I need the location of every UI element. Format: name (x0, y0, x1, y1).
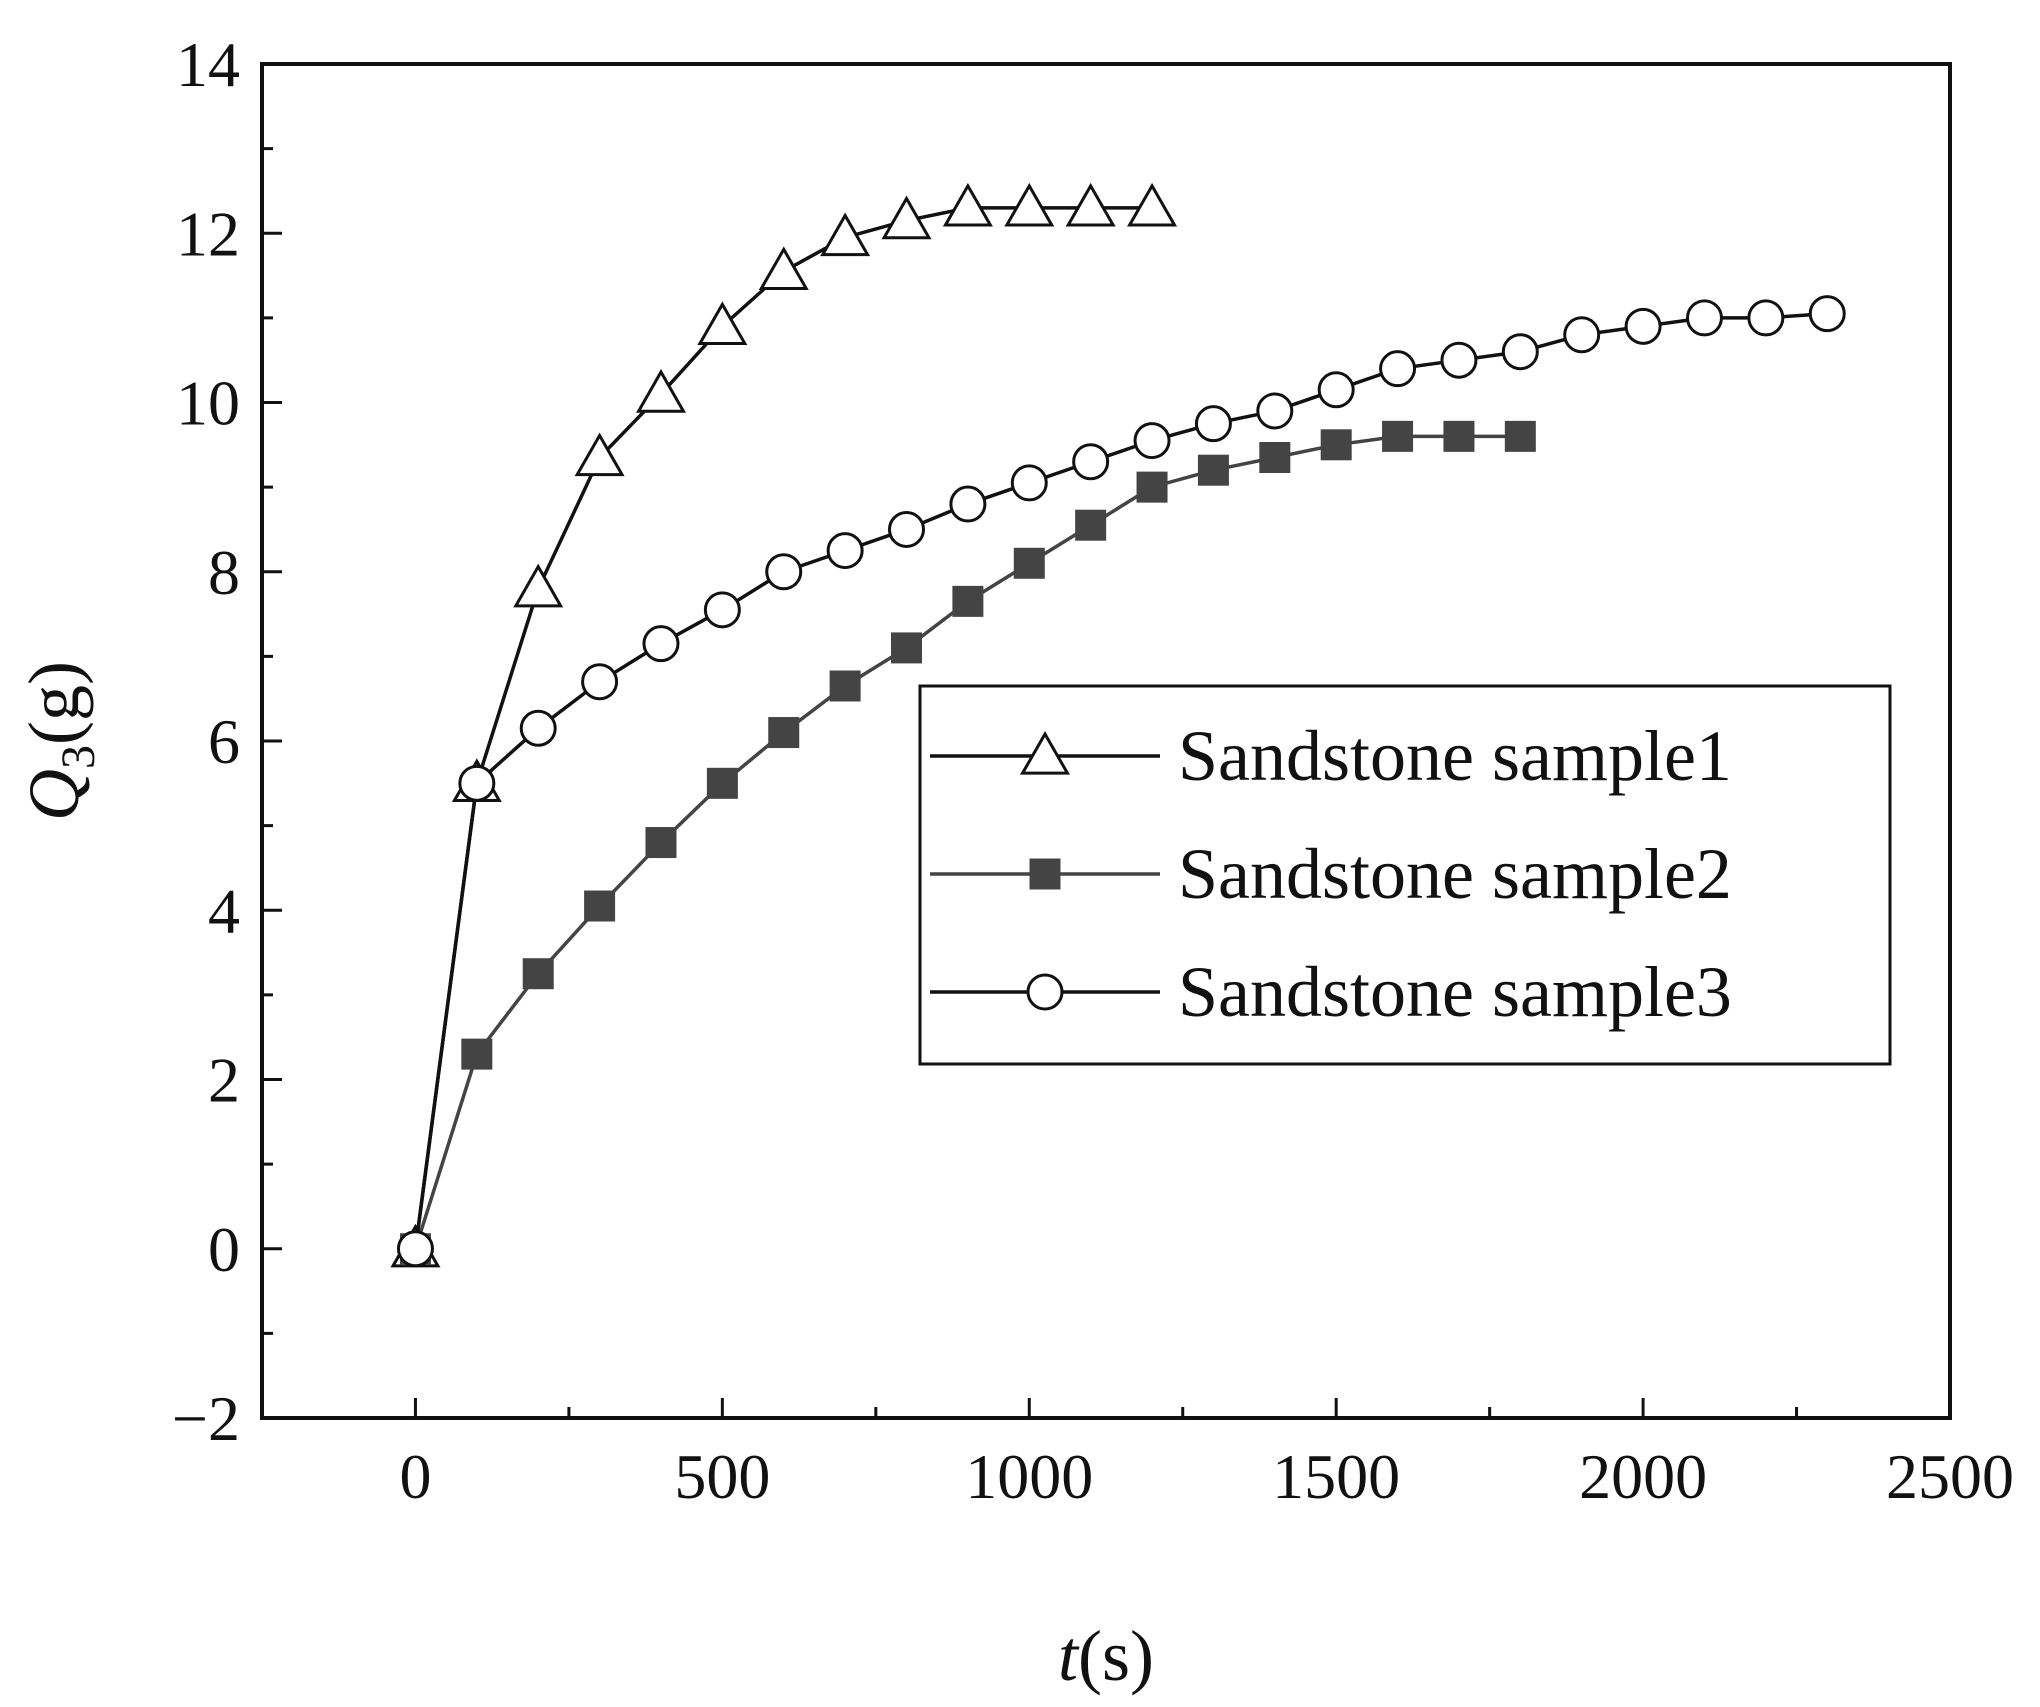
data-point (1194, 405, 1232, 443)
data-point (1501, 333, 1539, 371)
data-point (758, 246, 809, 290)
y-tick-label: 10 (176, 368, 240, 439)
y-axis-variable: Q (14, 769, 94, 821)
y-tick-label: 12 (176, 198, 240, 269)
y-tick-label: 0 (208, 1214, 240, 1285)
data-point (1317, 371, 1355, 409)
data-point (1197, 454, 1229, 486)
legend-marker (1019, 730, 1071, 775)
data-point (1013, 547, 1045, 579)
data-point (703, 591, 741, 629)
y-axis-title: Q3(g) (14, 661, 105, 821)
data-point (952, 585, 984, 617)
data-point (1685, 299, 1723, 337)
data-point (826, 532, 864, 570)
data-point (1136, 471, 1168, 503)
data-point (1010, 464, 1048, 502)
data-point (881, 195, 932, 240)
y-axis-unit: (g) (14, 661, 94, 745)
data-point (645, 827, 677, 859)
legend-marker (1029, 858, 1061, 890)
legend-marker (1026, 973, 1064, 1011)
y-tick-label: 2 (208, 1045, 240, 1116)
y-tick-label: 8 (208, 537, 240, 608)
data-point (581, 663, 619, 701)
data-point (949, 485, 987, 523)
data-point (584, 890, 616, 922)
data-point (642, 625, 680, 663)
data-point (1443, 420, 1475, 452)
data-point (1382, 420, 1414, 452)
y-tick-label: −2 (172, 1383, 240, 1454)
x-tick-label: 2000 (1579, 1441, 1707, 1512)
y-tick-label: 14 (176, 29, 240, 100)
x-tick-label: 1000 (965, 1441, 1093, 1512)
data-point (697, 301, 748, 345)
data-point (765, 553, 803, 591)
data-point (574, 432, 625, 477)
y-tick-label: 6 (208, 706, 240, 777)
data-point (829, 670, 861, 702)
data-point (1075, 509, 1107, 541)
data-point (1072, 443, 1110, 481)
data-point (1320, 429, 1352, 461)
data-point (820, 212, 871, 257)
data-point (461, 1038, 493, 1070)
data-point (1127, 182, 1178, 227)
data-point (888, 510, 926, 548)
data-point (1133, 422, 1171, 460)
data-point (1259, 442, 1291, 474)
data-point (706, 767, 738, 799)
data-point (519, 709, 557, 747)
data-point (1379, 350, 1417, 388)
data-point (942, 182, 993, 227)
data-point (1004, 182, 1055, 227)
series-3 (396, 295, 1846, 1268)
data-point (458, 764, 496, 802)
x-tick-label: 0 (399, 1441, 431, 1512)
data-point (1440, 341, 1478, 379)
data-point (891, 632, 923, 664)
data-point (396, 1230, 434, 1268)
legend-label: Sandstone sample3 (1178, 952, 1732, 1032)
x-tick-label: 500 (674, 1441, 770, 1512)
x-tick-label: 2500 (1886, 1441, 2014, 1512)
data-point (1624, 307, 1662, 345)
x-axis-unit: (s) (1078, 1616, 1154, 1696)
data-point (513, 563, 564, 608)
data-point (635, 369, 687, 413)
data-point (1065, 182, 1116, 227)
data-point (1747, 299, 1785, 337)
legend-label: Sandstone sample2 (1178, 834, 1732, 914)
data-point (1563, 316, 1601, 354)
y-tick-label: 4 (208, 875, 240, 946)
data-point (768, 717, 800, 749)
x-axis-variable: t (1058, 1616, 1080, 1696)
y-axis-subscript: 3 (52, 745, 105, 769)
data-point (1256, 392, 1294, 430)
data-point (1504, 420, 1536, 452)
x-axis-title: t(s) (1058, 1616, 1154, 1696)
legend-label: Sandstone sample1 (1178, 716, 1732, 796)
x-tick-label: 1500 (1272, 1441, 1400, 1512)
data-point (1808, 295, 1846, 333)
data-point (522, 958, 554, 990)
